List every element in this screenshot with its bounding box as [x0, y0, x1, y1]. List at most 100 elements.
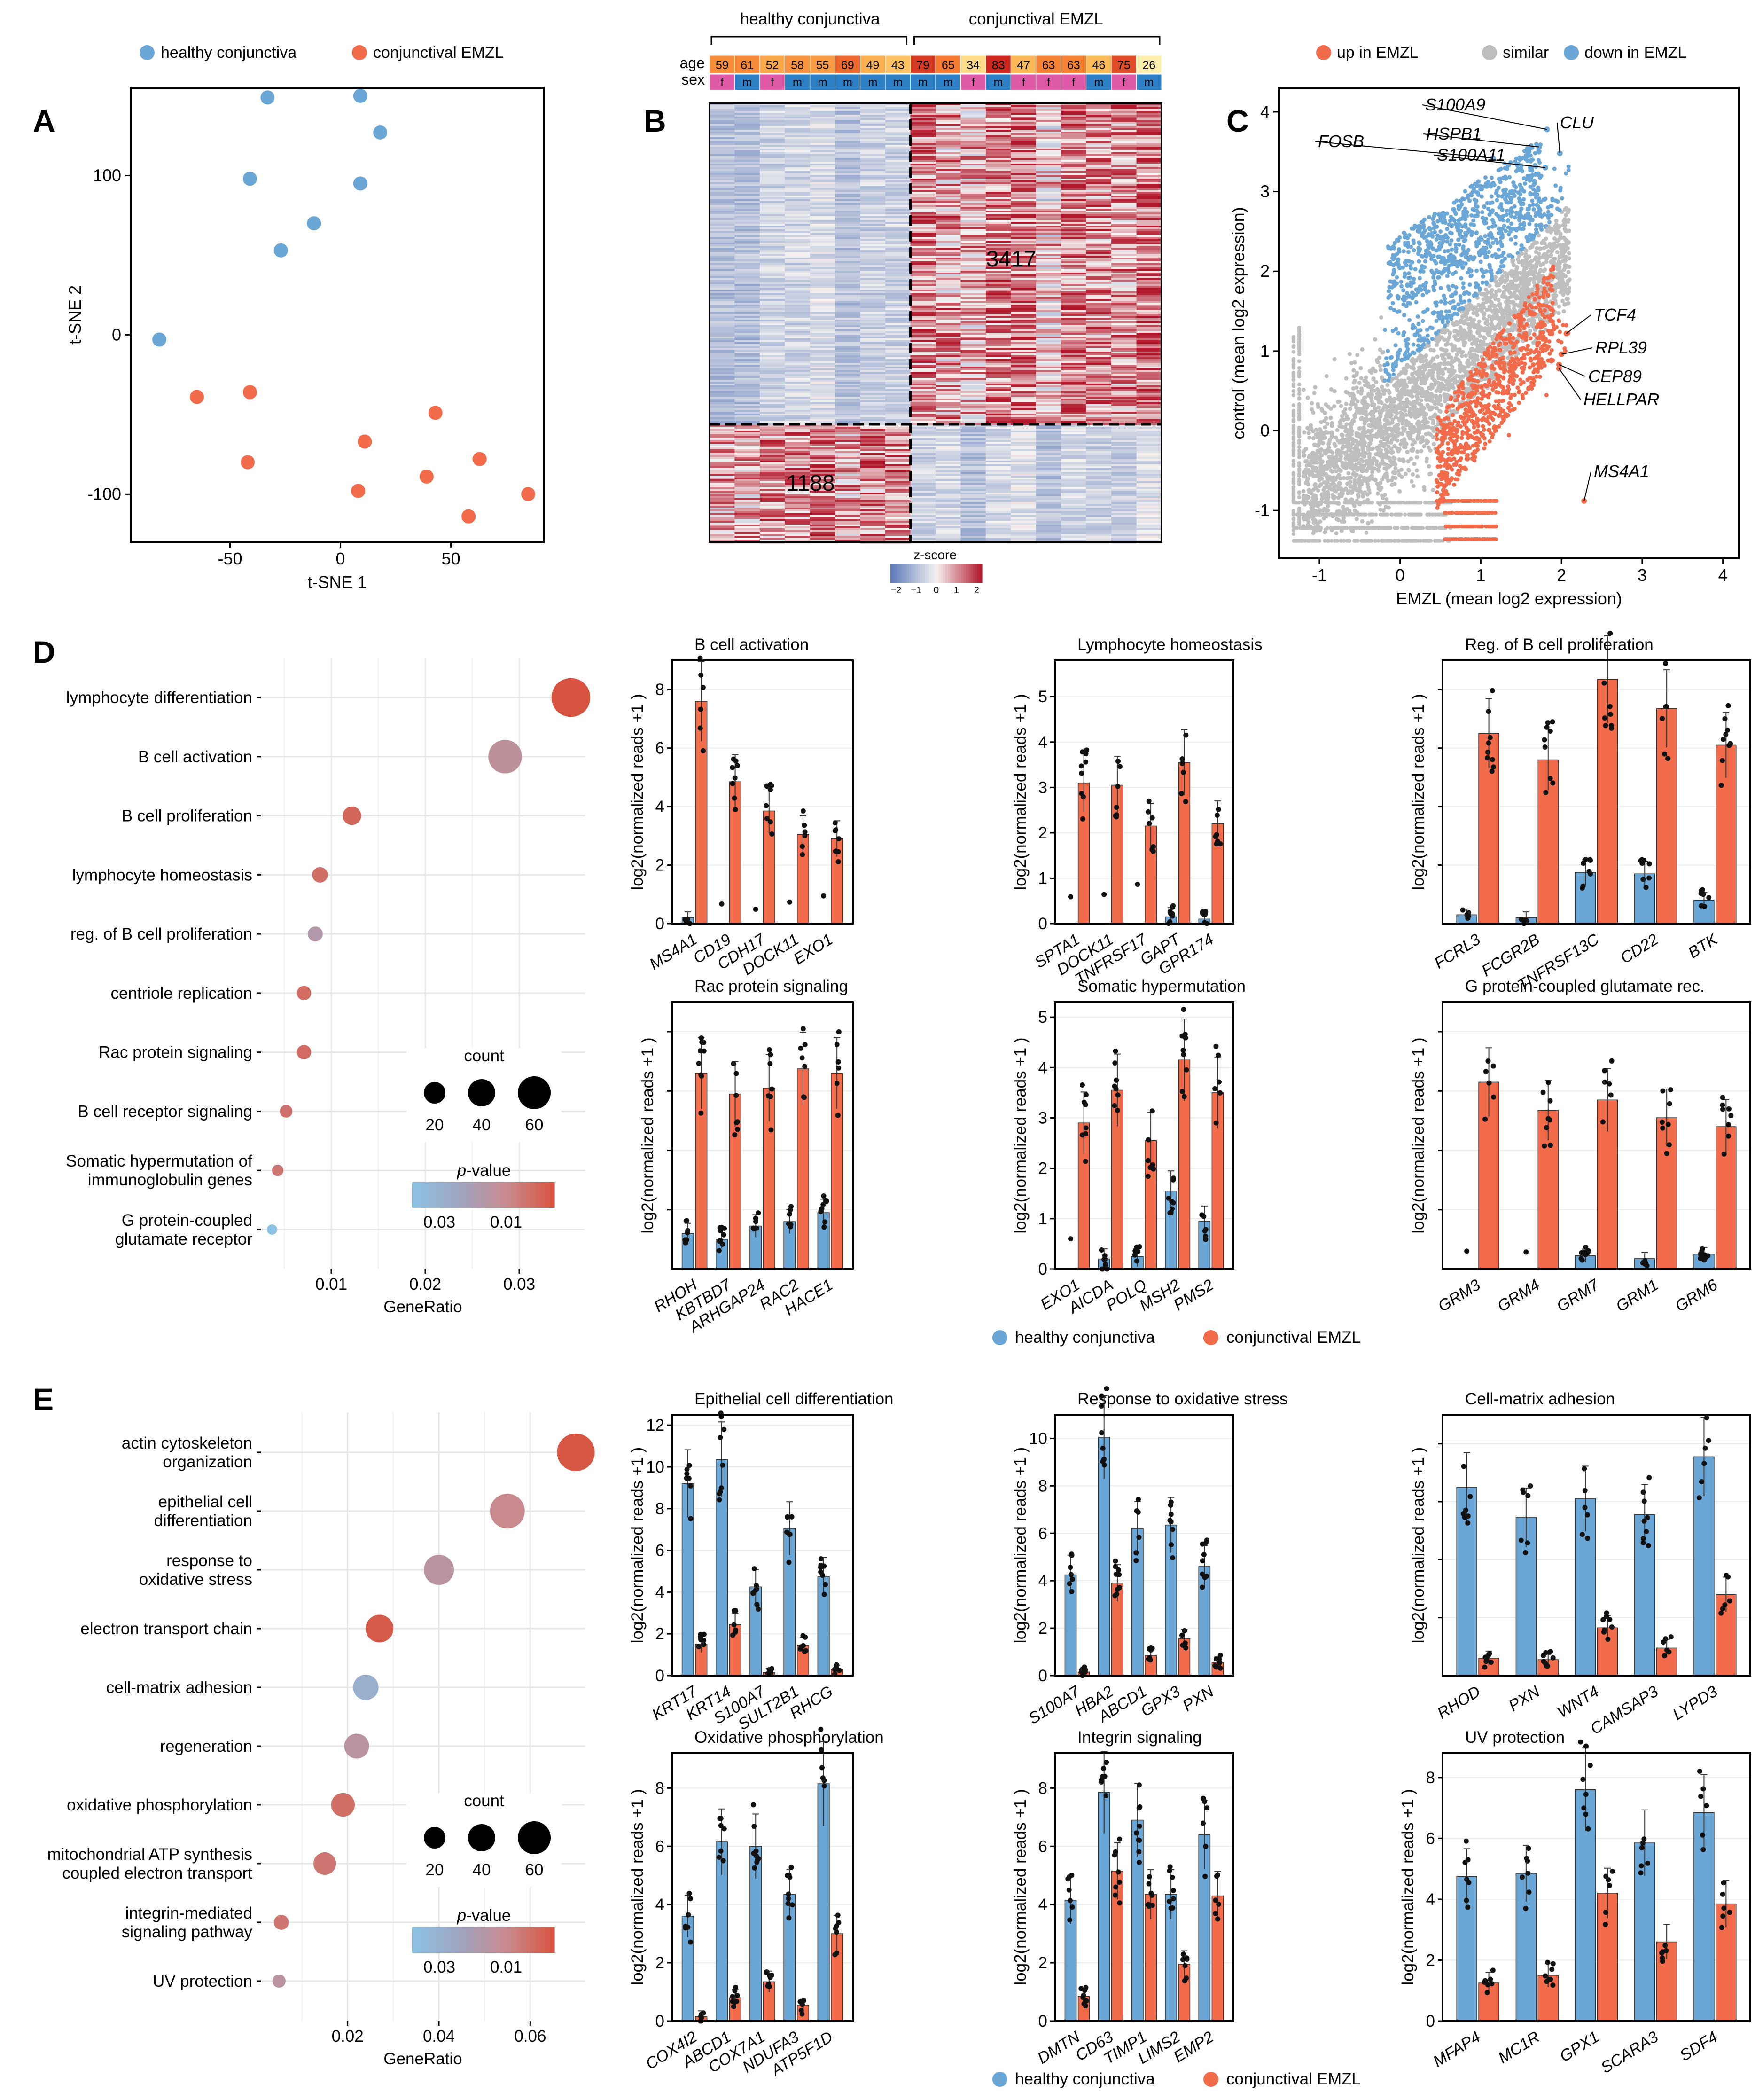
b-heatmap-cell — [835, 120, 861, 123]
b-heatmap-cell — [734, 175, 760, 177]
b-heatmap-cell — [710, 502, 735, 504]
b-heatmap-cell — [1036, 150, 1061, 153]
b-heatmap-cell — [785, 376, 811, 378]
b-heatmap-cell — [1011, 162, 1037, 164]
b-heatmap-cell — [810, 464, 835, 467]
b-heatmap-cell — [1036, 273, 1061, 275]
b-heatmap-cell — [1036, 466, 1061, 469]
b-heatmap-cell — [885, 453, 911, 455]
b-heatmap-cell — [885, 278, 911, 281]
b-heatmap-cell — [960, 154, 986, 157]
b-heatmap-cell — [910, 320, 936, 322]
b-heatmap-cell — [960, 165, 986, 168]
b-heatmap-cell — [1136, 489, 1162, 491]
b-heatmap-cell — [885, 526, 911, 529]
b-heatmap-cell — [1011, 528, 1037, 531]
b-heatmap-cell — [960, 109, 986, 111]
b-heatmap-cell — [734, 147, 760, 149]
b-heatmap-cell — [1086, 261, 1112, 264]
b-heatmap-cell — [1086, 365, 1112, 367]
b-heatmap-cell — [936, 175, 961, 177]
b-heatmap-cell — [1011, 451, 1037, 454]
b-heatmap-cell — [810, 442, 835, 444]
b-heatmap-cell — [985, 171, 1011, 173]
b-heatmap-cell — [860, 451, 886, 454]
b-heatmap-cell — [1111, 310, 1137, 313]
b-heatmap-cell — [885, 429, 911, 431]
b-heatmap-cell — [1086, 372, 1112, 375]
b-heatmap-cell — [759, 269, 785, 271]
b-heatmap-cell — [1061, 333, 1087, 335]
b-heatmap-cell — [710, 105, 735, 108]
b-heatmap-cell — [759, 500, 785, 502]
b-heatmap-cell — [960, 145, 986, 147]
b-heatmap-cell — [759, 160, 785, 162]
b-heatmap-cell — [1111, 466, 1137, 469]
b-heatmap-cell — [1011, 218, 1037, 220]
b-heatmap-cell — [835, 301, 861, 303]
b-heatmap-cell — [910, 479, 936, 482]
b-heatmap-cell — [985, 133, 1011, 136]
b-heatmap-cell — [1136, 434, 1162, 437]
b-heatmap-cell — [1011, 417, 1037, 420]
b-heatmap-cell — [936, 365, 961, 367]
b-heatmap-cell — [985, 391, 1011, 393]
b-heatmap-cell — [1086, 196, 1112, 198]
b-heatmap-cell — [810, 280, 835, 282]
b-heatmap-cell — [860, 385, 886, 388]
b-heatmap-cell — [1136, 438, 1162, 440]
b-heatmap-cell — [710, 525, 735, 527]
b-heatmap-cell — [1036, 400, 1061, 403]
b-heatmap-cell — [960, 502, 986, 504]
b-heatmap-cell — [860, 478, 886, 480]
c-point-similar — [1433, 512, 1437, 517]
b-heatmap-cell — [810, 201, 835, 204]
b-heatmap-cell — [734, 120, 760, 123]
b-heatmap-cell — [960, 280, 986, 282]
b-heatmap-cell — [1036, 237, 1061, 239]
b-heatmap-cell — [1061, 276, 1087, 279]
b-heatmap-cell — [885, 273, 911, 275]
b-heatmap-cell — [960, 346, 986, 348]
b-heatmap-cell — [910, 365, 936, 367]
b-heatmap-cell — [910, 444, 936, 446]
b-heatmap-cell — [885, 318, 911, 320]
b-heatmap-cell — [936, 470, 961, 472]
b-heatmap-cell — [936, 186, 961, 188]
b-heatmap-cell — [734, 209, 760, 211]
b-heatmap-cell — [835, 276, 861, 279]
b-heatmap-cell — [835, 258, 861, 260]
b-heatmap-cell — [1086, 278, 1112, 281]
b-heatmap-cell — [860, 156, 886, 158]
b-heatmap-cell — [734, 133, 760, 136]
b-heatmap-cell — [1111, 147, 1137, 149]
b-heatmap-cell — [1011, 177, 1037, 179]
b-heatmap-cell — [710, 449, 735, 452]
b-heatmap-cell — [1086, 357, 1112, 360]
b-heatmap-cell — [1086, 126, 1112, 128]
b-heatmap-cell — [734, 118, 760, 121]
b-heatmap-cell — [835, 150, 861, 153]
b-age-value: 63 — [1042, 59, 1055, 72]
b-heatmap-cell — [1086, 111, 1112, 113]
b-heatmap-cell — [960, 194, 986, 196]
b-heatmap-cell — [759, 218, 785, 220]
b-heatmap-cell — [835, 316, 861, 318]
b-heatmap-cell — [1061, 201, 1087, 204]
panel-b: healthy conjunctiva conjunctival EMZLages… — [680, 10, 1162, 596]
b-age-value: 63 — [1067, 59, 1080, 72]
b-heatmap-cell — [985, 207, 1011, 209]
b-heatmap-cell — [960, 308, 986, 311]
b-heatmap-cell — [985, 395, 1011, 397]
b-heatmap-cell — [1061, 162, 1087, 164]
b-heatmap-cell — [1086, 368, 1112, 371]
b-heatmap-cell — [835, 103, 861, 106]
b-heatmap-cell — [910, 359, 936, 361]
b-heatmap-cell — [1086, 521, 1112, 523]
b-heatmap-cell — [936, 316, 961, 318]
b-heatmap-cell — [860, 306, 886, 309]
b-heatmap-cell — [1086, 147, 1112, 149]
b-heatmap-cell — [759, 179, 785, 181]
b-heatmap-cell — [1036, 132, 1061, 134]
b-heatmap-cell — [810, 483, 835, 486]
